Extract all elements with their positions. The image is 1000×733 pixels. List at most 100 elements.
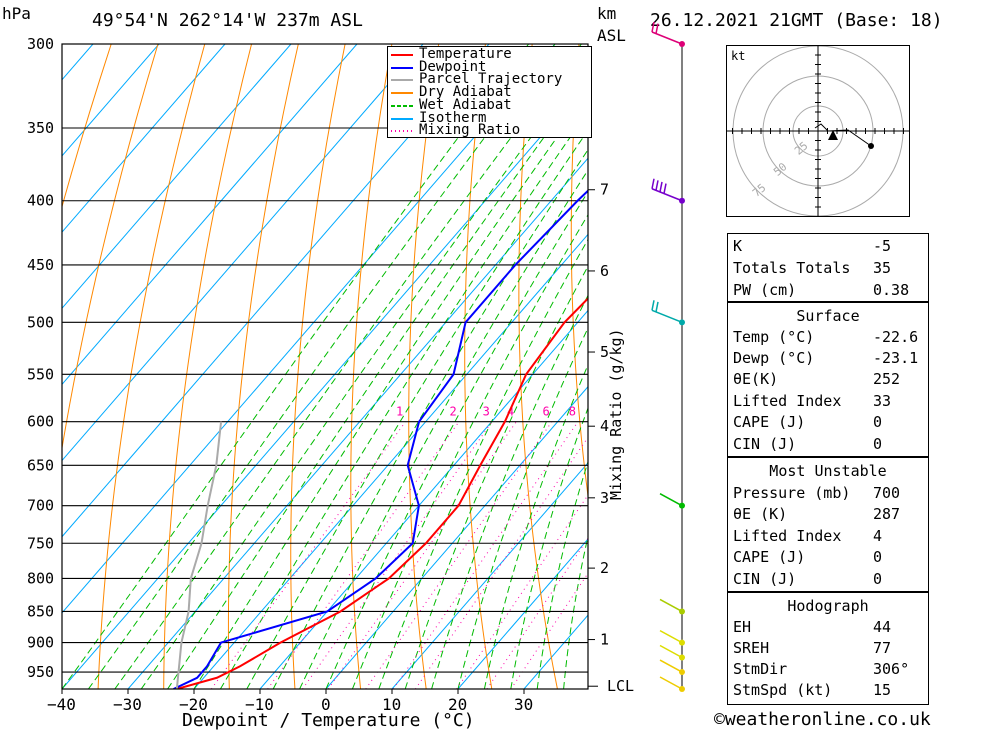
isotherm-line bbox=[62, 81, 588, 689]
isotherm-line bbox=[62, 44, 424, 462]
index-row-k: K -5 bbox=[733, 237, 892, 255]
isotherm-line bbox=[193, 233, 588, 689]
mixing-ratio-line bbox=[510, 572, 588, 689]
mixing-ratio-label: 20 bbox=[657, 405, 671, 419]
parcel-trajectory bbox=[175, 421, 223, 689]
y-tick-label: 650 bbox=[27, 456, 54, 474]
y-tick-label: 400 bbox=[27, 192, 54, 210]
surface-row: θE(K) 252 bbox=[733, 370, 901, 388]
y-tick-label: 300 bbox=[27, 35, 54, 53]
mixing-ratio-label: 2 bbox=[449, 405, 456, 419]
isotherm-line bbox=[127, 157, 588, 689]
wet-adiabat-line bbox=[114, 44, 582, 689]
copyright-link[interactable]: ©weatheronline.co.uk bbox=[714, 709, 931, 730]
wind-barb bbox=[659, 493, 683, 507]
most-unstable-row: Pressure (mb) 700 bbox=[733, 484, 901, 502]
isotherm-line bbox=[457, 538, 588, 689]
wet-adiabat-line bbox=[62, 44, 529, 689]
hodograph-panel: kt 25 50 75 bbox=[726, 45, 910, 217]
x-tick-label: 0 bbox=[321, 695, 331, 714]
wet-adiabat-line bbox=[167, 76, 588, 689]
mixing-ratio-line bbox=[210, 421, 406, 689]
wind-barb-flag bbox=[659, 181, 663, 193]
hodograph-row: EH 44 bbox=[733, 618, 892, 636]
surface-table: Surface Temp (°C) -22.6 Dewp (°C) -23.1 θE… bbox=[727, 302, 929, 457]
index-row-pw: PW (cm) 0.38 bbox=[733, 281, 910, 299]
datetime-label: 26.12.2021 21GMT (Base: 18) bbox=[650, 10, 943, 31]
wet-adiabat-line bbox=[140, 59, 588, 689]
wet-adiabat-line bbox=[483, 363, 588, 689]
isotherm-line bbox=[325, 385, 588, 689]
wet-adiabat-line bbox=[325, 190, 588, 689]
dry-adiabat-line bbox=[953, 44, 1000, 689]
y-tick-label: 800 bbox=[27, 569, 54, 587]
wet-adiabat-line bbox=[431, 294, 588, 689]
legend-label: Temperature bbox=[419, 46, 512, 62]
hodograph-table-title: Hodograph bbox=[787, 597, 869, 615]
y-tick-label: 950 bbox=[27, 663, 54, 681]
most-unstable-title: Most Unstable bbox=[769, 462, 887, 480]
mixing-ratio-label: 8 bbox=[569, 405, 576, 419]
wet-adiabat-line bbox=[457, 326, 588, 689]
legend-label: Parcel Trajectory bbox=[419, 71, 563, 88]
wet-adiabat-line bbox=[193, 93, 588, 689]
dry-adiabat-line bbox=[518, 44, 558, 689]
wind-barb-flag bbox=[655, 301, 659, 313]
wind-barb-flag bbox=[651, 300, 655, 311]
legend-swatch bbox=[391, 104, 413, 107]
isotherm-line bbox=[62, 44, 226, 233]
hodograph-unit: kt bbox=[731, 49, 746, 63]
legend: Temperature Dewpoint Parcel Trajectory Dry … bbox=[387, 46, 592, 138]
dry-adiabat-line bbox=[350, 44, 393, 689]
x-tick-label: −20 bbox=[179, 695, 208, 714]
isotherm-line bbox=[62, 44, 490, 538]
isotherm-line bbox=[62, 44, 358, 386]
mixing-ratio-line bbox=[267, 421, 460, 689]
dewpoint-profile bbox=[173, 189, 588, 689]
wet-adiabat-line bbox=[404, 265, 588, 689]
isotherm-line bbox=[62, 44, 556, 614]
wind-barb bbox=[651, 188, 683, 202]
legend-label: Wet Adiabat bbox=[419, 96, 512, 113]
storm-motion-marker bbox=[828, 130, 838, 140]
dry-adiabat-line bbox=[227, 44, 299, 689]
isotherm-line bbox=[62, 44, 292, 309]
most-unstable-row: CIN (J) 0 bbox=[733, 570, 883, 588]
dry-adiabat-line bbox=[290, 44, 346, 689]
surface-row: CIN (J) 0 bbox=[733, 435, 883, 453]
legend-label: Dewpoint bbox=[419, 58, 487, 75]
x-tick-label: 20 bbox=[448, 695, 467, 714]
indices-table: K -5 Totals Totals 35 PW (cm) 0.38 bbox=[727, 233, 929, 302]
y-tick-label: 600 bbox=[27, 413, 54, 431]
km-tick-label: 3 bbox=[600, 489, 609, 507]
wind-barb-flag bbox=[651, 21, 655, 33]
legend-swatch bbox=[391, 117, 413, 120]
wind-barb-flag bbox=[651, 178, 655, 189]
legend-label: Dry Adiabat bbox=[419, 84, 512, 101]
temperature-profile bbox=[176, 297, 588, 689]
x-tick-label: −10 bbox=[245, 695, 274, 714]
wet-adiabat-line bbox=[87, 44, 556, 689]
x-tick-label: 10 bbox=[382, 695, 401, 714]
mixing-ratio-label: 6 bbox=[543, 405, 550, 419]
legend-swatch bbox=[391, 54, 413, 56]
hodograph-table: Hodograph EH 44 SREH 77 StmDir 306° StmSpd … bbox=[727, 592, 929, 705]
plot-frame bbox=[61, 43, 589, 690]
km-tick-label: 5 bbox=[600, 343, 609, 361]
dry-adiabat-line bbox=[622, 44, 689, 689]
dry-adiabat-line bbox=[97, 44, 206, 689]
mixing-ratio-line bbox=[365, 421, 553, 689]
legend-label: Isotherm bbox=[419, 109, 487, 126]
km-tick-label: 7 bbox=[600, 181, 609, 199]
km-tick-label: 6 bbox=[600, 262, 609, 280]
dry-adiabat-line bbox=[62, 44, 159, 452]
asl-unit-label: ASL bbox=[597, 26, 626, 45]
hodograph-row: StmDir 306° bbox=[733, 660, 910, 678]
hodograph-row: StmSpd (kt) 15 bbox=[733, 681, 892, 699]
km-unit-label: km bbox=[597, 4, 617, 23]
mixing-ratio-label: 3 bbox=[483, 405, 490, 419]
x-tick-label: −30 bbox=[113, 695, 142, 714]
wind-barb bbox=[659, 676, 683, 690]
